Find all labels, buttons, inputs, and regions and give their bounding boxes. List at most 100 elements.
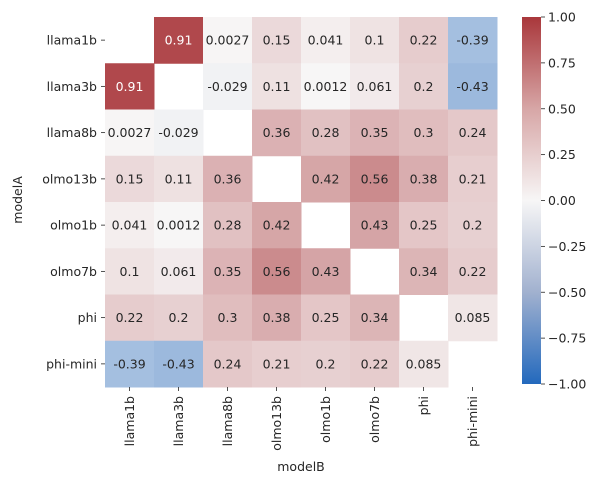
y-axis-ticks: llama1b llama3b llama8b olmo13b olmo1b olmo7b…: [42, 33, 105, 371]
heatmap-cell-olmo7b-olmo13b: [252, 248, 302, 295]
heatmap-cell-phi-llama8b: [203, 294, 253, 342]
colorbar-tick-label: −1.00: [548, 377, 586, 392]
heatmap-cell-olmo13b-llama8b: [203, 155, 253, 203]
cell-label: 0.3: [218, 310, 238, 325]
cell-label: 0.041: [112, 218, 148, 233]
y-axis-label: modelA: [10, 176, 25, 224]
heatmap-cell-phi-mini-olmo7b: [350, 340, 400, 388]
colorbar-tick-label: 0.75: [548, 55, 576, 70]
cell-label: 0.085: [406, 356, 442, 371]
heatmap-cell-llama8b-llama3b: [154, 109, 204, 157]
heatmap-cell-llama3b-olmo7b: [350, 63, 400, 110]
heatmap-cell-olmo13b-llama1b: [105, 155, 155, 203]
heatmap-cell-phi-mini-llama8b: [203, 340, 253, 388]
cell-label: 0.15: [116, 171, 144, 186]
colorbar-ticks: 1.00 0.75 0.50 0.25 0.00 −0.25 −0.50 −0.75 −1.00: [541, 10, 586, 392]
x-axis-ticks: llama1b llama3b llama8b olmo13b olmo1b olmo7b…: [122, 387, 480, 451]
cell-label: 0.085: [455, 310, 491, 325]
colorbar-tick-label: 1.00: [548, 10, 576, 25]
heatmap-cell-phi-mini-phi: [399, 340, 449, 388]
cell-label: 0.91: [165, 33, 193, 48]
heatmap-cell-phi-llama3b: [154, 294, 204, 342]
heatmap-cell-llama8b-olmo7b: [350, 109, 400, 157]
x-tick-label: phi-mini: [465, 396, 480, 447]
cell-label: 0.56: [263, 264, 291, 279]
cell-label: 0.0012: [157, 218, 201, 233]
heatmap-cell-llama3b-llama1b: [105, 63, 155, 110]
cell-label: 0.061: [357, 79, 393, 94]
x-tick-label: llama3b: [171, 396, 186, 446]
y-tick-label: olmo7b: [50, 264, 97, 279]
cell-label: 0.2: [169, 310, 189, 325]
heatmap-cell-olmo7b-llama8b: [203, 248, 253, 295]
heatmap-cell-llama1b-olmo1b: [301, 17, 351, 64]
heatmap-cells: [105, 17, 498, 388]
heatmap-cell-olmo13b-olmo7b: [350, 155, 400, 203]
cell-label: 0.3: [414, 125, 434, 140]
cell-label: 0.061: [161, 264, 197, 279]
heatmap-cell-llama3b-phi-mini: [448, 63, 498, 110]
colorbar: [522, 17, 541, 384]
cell-label: 0.21: [263, 356, 291, 371]
heatmap-cell-olmo1b-llama1b: [105, 202, 155, 249]
x-axis-label: modelB: [277, 459, 325, 474]
heatmap-cell-llama8b-llama1b: [105, 109, 155, 157]
heatmap-cell-phi-olmo1b: [301, 294, 351, 342]
heatmap-cell-olmo7b-phi: [399, 248, 449, 295]
cell-label: 0.11: [263, 79, 291, 94]
heatmap-cell-llama1b-olmo13b: [252, 17, 302, 64]
cell-label: 0.22: [459, 264, 487, 279]
heatmap-cell-olmo13b-llama3b: [154, 155, 204, 203]
cell-label: 0.34: [410, 264, 438, 279]
colorbar-tick-label: −0.50: [548, 285, 586, 300]
heatmap-cell-phi-mini-llama3b: [154, 340, 204, 388]
heatmap-cell-llama3b-phi: [399, 63, 449, 110]
heatmap-cell-llama1b-phi-mini: [448, 17, 498, 64]
heatmap-cell-phi-llama1b: [105, 294, 155, 342]
x-tick-label: olmo7b: [367, 396, 382, 443]
y-tick-label: llama1b: [47, 33, 97, 48]
colorbar-tick-label: −0.25: [548, 239, 586, 254]
cell-label: 0.25: [312, 310, 340, 325]
cell-label: -0.39: [456, 33, 488, 48]
heatmap-cell-olmo13b-olmo1b: [301, 155, 351, 203]
cell-label: 0.36: [263, 125, 291, 140]
cell-label: 0.041: [308, 33, 344, 48]
y-tick-label: olmo13b: [42, 171, 97, 186]
colorbar-tick-label: −0.75: [548, 331, 586, 346]
cell-label: -0.029: [158, 125, 198, 140]
y-tick-label: llama8b: [47, 125, 97, 140]
heatmap-cell-llama3b-olmo1b: [301, 63, 351, 110]
cell-label: 0.22: [410, 33, 438, 48]
heatmap-cell-phi-mini-olmo13b: [252, 340, 302, 388]
cell-label: 0.28: [214, 218, 242, 233]
y-tick-label: llama3b: [47, 79, 97, 94]
cell-label: 0.22: [116, 310, 144, 325]
heatmap-cell-olmo7b-llama3b: [154, 248, 204, 295]
cell-label: 0.24: [459, 125, 487, 140]
heatmap-cell-llama8b-olmo1b: [301, 109, 351, 157]
colorbar-tick-label: 0.00: [548, 193, 576, 208]
cell-label: 0.25: [410, 218, 438, 233]
cell-label: -0.43: [456, 79, 488, 94]
cell-label: 0.0027: [108, 125, 152, 140]
x-tick-label: llama1b: [122, 396, 137, 446]
y-tick-label: phi: [78, 310, 97, 325]
cell-label: 0.42: [312, 171, 340, 186]
heatmap-cell-olmo1b-llama3b: [154, 202, 204, 249]
heatmap-cell-llama1b-phi: [399, 17, 449, 64]
cell-label: 0.24: [214, 356, 242, 371]
cell-label: 0.38: [263, 310, 291, 325]
cell-label: 0.0027: [206, 33, 250, 48]
heatmap-cell-olmo7b-olmo1b: [301, 248, 351, 295]
heatmap-cell-phi-olmo13b: [252, 294, 302, 342]
cell-label: 0.56: [361, 171, 389, 186]
cell-label: 0.15: [263, 33, 291, 48]
cell-label: 0.11: [165, 171, 193, 186]
heatmap-cell-phi-mini-llama1b: [105, 340, 155, 388]
x-tick-label: llama8b: [220, 396, 235, 446]
colorbar-tick-label: 0.25: [548, 147, 576, 162]
heatmap-cell-llama8b-olmo13b: [252, 109, 302, 157]
cell-label: 0.43: [361, 218, 389, 233]
